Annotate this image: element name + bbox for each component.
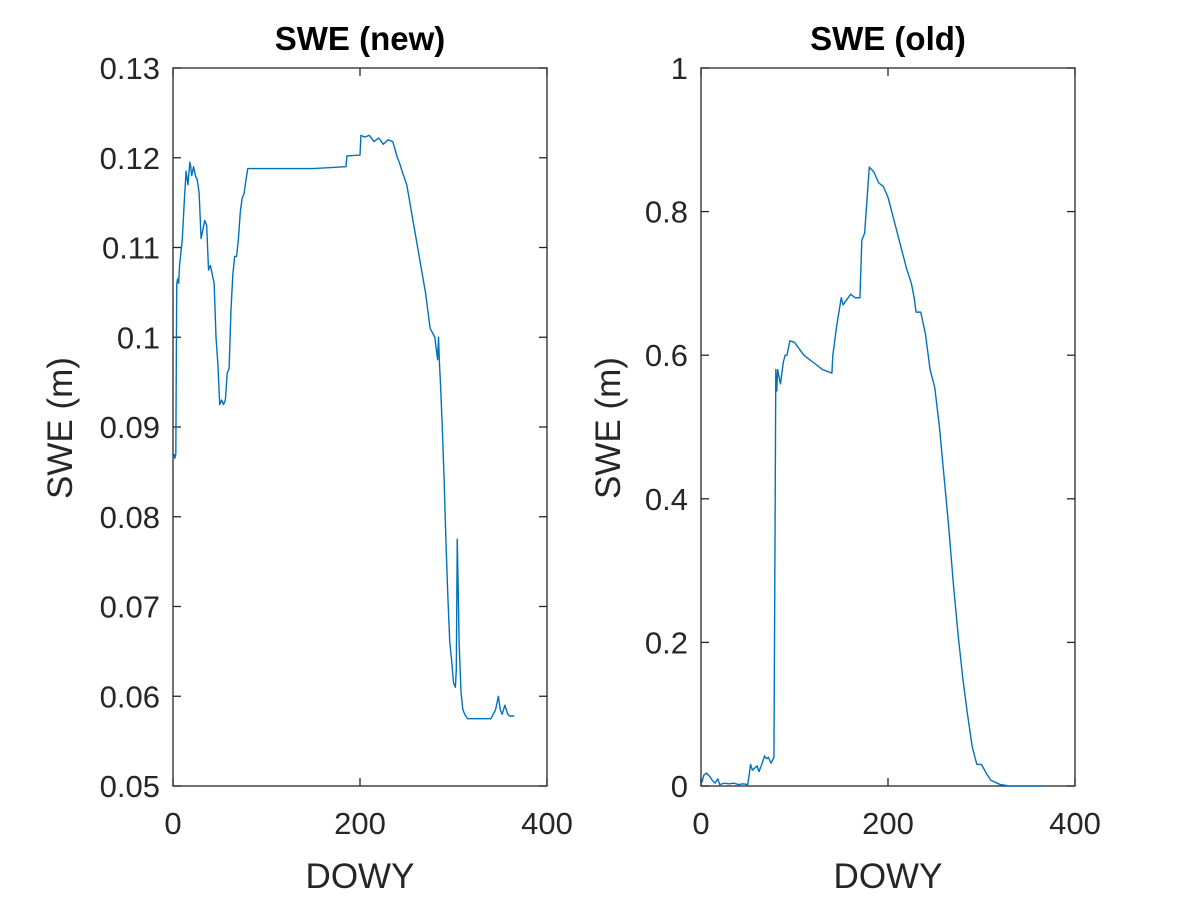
- y-axis-label-swe-old: SWE (m): [589, 357, 628, 499]
- y-tick-label: 1: [671, 51, 688, 86]
- y-tick-label: 0.12: [100, 141, 160, 176]
- y-tick-label: 0: [671, 769, 688, 804]
- y-tick-label: 0.13: [100, 51, 160, 86]
- plot-frame-swe-new: [172, 67, 548, 787]
- y-axis-label-swe-new: SWE (m): [41, 357, 80, 499]
- series-line-swe-new: [173, 134, 515, 720]
- y-tick-label: 0.08: [100, 500, 160, 535]
- chart-title-swe-old: SWE (old): [810, 20, 966, 57]
- x-axis-label-swe-new: DOWY: [306, 857, 415, 896]
- chart-swe-new: SWE (new) SWE (m) DOWY 0 200 400 0.05 0.06 0.…: [41, 20, 573, 896]
- x-tick-label: 400: [1049, 806, 1101, 841]
- x-tick-label: 0: [164, 806, 181, 841]
- y-tick-label: 0.2: [645, 625, 688, 660]
- y-tick-label: 0.6: [645, 338, 688, 373]
- y-tick-label: 0.11: [102, 231, 160, 266]
- chart-swe-old: SWE (old) SWE (m) DOWY 0 200 400 0 0.2 0.4 0.6…: [589, 20, 1101, 896]
- y-tick-label: 0.09: [100, 410, 160, 445]
- y-tick-label: 0.06: [100, 679, 160, 714]
- series-line-swe-old: [701, 166, 1043, 787]
- y-tick-label: 0.05: [100, 769, 160, 804]
- x-tick-label: 200: [862, 806, 914, 841]
- y-tick-label: 0.1: [117, 320, 160, 355]
- plot-frame-swe-old: [700, 67, 1076, 787]
- y-tick-label: 0.4: [645, 482, 688, 517]
- x-axis-label-swe-old: DOWY: [834, 857, 943, 896]
- x-tick-label: 400: [521, 806, 573, 841]
- x-tick-label: 0: [692, 806, 709, 841]
- y-tick-label: 0.07: [100, 590, 160, 625]
- x-tick-label: 200: [334, 806, 386, 841]
- chart-title-swe-new: SWE (new): [275, 20, 446, 57]
- y-tick-label: 0.8: [645, 195, 688, 230]
